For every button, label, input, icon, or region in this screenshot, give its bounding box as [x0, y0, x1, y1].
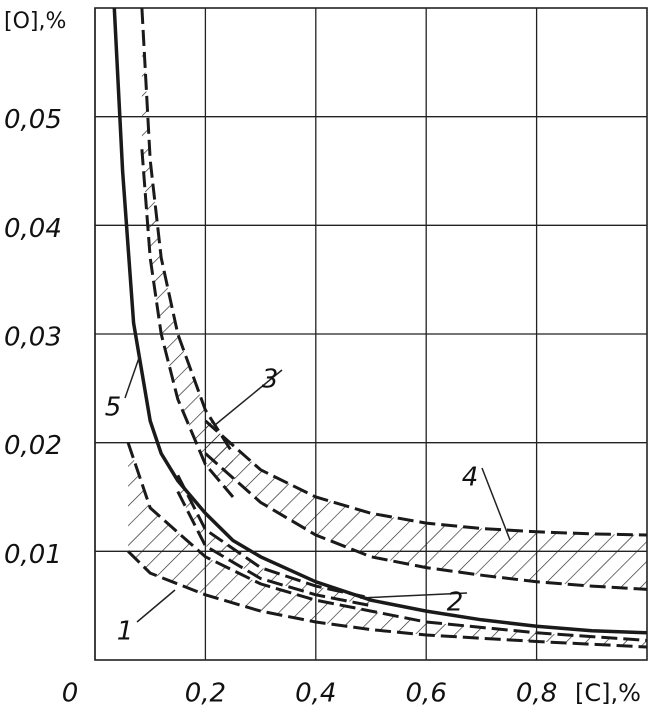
- curve-label: 2: [447, 588, 464, 618]
- band-upper: [140, 8, 235, 455]
- band-lower: [204, 452, 647, 591]
- x-tick-label: 0,2: [185, 679, 226, 709]
- band-hatch: [128, 442, 647, 647]
- x-tick-label: 0,6: [406, 679, 447, 709]
- x-tick-label: 0: [62, 679, 79, 709]
- band-upper: [204, 419, 647, 537]
- leader-line: [481, 467, 511, 541]
- y-tick-label: 0,03: [4, 323, 62, 353]
- y-tick-label: 0,01: [4, 540, 62, 570]
- leader-line: [124, 354, 141, 399]
- band-lower: [140, 149, 235, 498]
- x-tick-label: 0,8: [516, 679, 557, 709]
- leader-line: [136, 589, 176, 623]
- y-tick-label: 0,02: [4, 431, 62, 461]
- y-tick-label: 0,04: [4, 214, 62, 244]
- band-lower: [127, 550, 647, 649]
- x-axis-label: [C],%: [575, 679, 641, 707]
- curve-label: 3: [262, 365, 279, 395]
- band-upper: [176, 474, 372, 600]
- leader-line: [359, 592, 468, 599]
- curve-label: 1: [117, 617, 134, 647]
- curve: [112, 8, 647, 635]
- x-tick-label: 0,4: [295, 679, 336, 709]
- band-lower: [176, 490, 372, 608]
- band-upper: [126, 442, 647, 642]
- curve-label: 4: [462, 463, 479, 493]
- band-hatch: [205, 420, 647, 590]
- y-tick-label: 0,05: [4, 105, 62, 135]
- leader-line: [214, 369, 283, 426]
- y-axis-label: [O],%: [4, 9, 66, 34]
- curve-label: 5: [105, 393, 122, 423]
- band-hatch: [177, 475, 371, 606]
